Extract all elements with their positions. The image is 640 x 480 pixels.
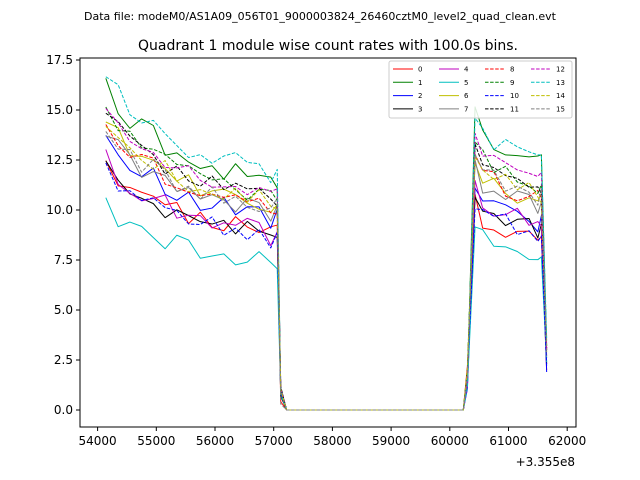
y-tick-label: 7.5 [54, 253, 73, 267]
legend-label-7: 7 [464, 105, 468, 113]
x-tick-label: 55000 [137, 434, 175, 448]
x-tick-label: 54000 [79, 434, 117, 448]
legend-label-8: 8 [510, 66, 514, 74]
y-tick-label: 0.0 [54, 403, 73, 417]
y-tick-label: 5.0 [54, 303, 73, 317]
series-line-8 [105, 124, 548, 411]
legend-label-11: 11 [510, 105, 519, 113]
legend-label-1: 1 [418, 79, 422, 87]
x-tick-label: 59000 [372, 434, 410, 448]
series-line-10 [105, 162, 548, 411]
legend-label-9: 9 [510, 79, 514, 87]
legend-label-12: 12 [556, 66, 565, 74]
legend-label-4: 4 [464, 66, 469, 74]
x-tick-label: 62000 [548, 434, 586, 448]
series-line-14 [105, 126, 548, 411]
series-line-4 [105, 149, 548, 411]
series-line-9 [105, 106, 548, 411]
plot-frame [79, 57, 577, 428]
series-line-1 [105, 78, 548, 411]
x-axis: 54000 55000 56000 57000 58000 59000 60000 61000… [79, 427, 586, 448]
series-line-12 [105, 108, 548, 411]
x-tick-label: 61000 [489, 434, 527, 448]
legend-label-0: 0 [418, 66, 422, 74]
series-line-2 [105, 135, 548, 411]
y-tick-label: 12.5 [46, 153, 73, 167]
series-line-15 [105, 131, 548, 411]
legend-label-14: 14 [556, 92, 565, 100]
x-tick-label: 57000 [255, 434, 293, 448]
x-tick-label: 56000 [196, 434, 234, 448]
x-tick-label: 60000 [431, 434, 469, 448]
file-suptitle: Data file: modeM0/AS1A09_056T01_90000038… [84, 10, 557, 23]
legend-label-6: 6 [464, 92, 469, 100]
legend-label-5: 5 [464, 79, 468, 87]
chart-title: Quadrant 1 module wise count rates with … [138, 38, 518, 54]
legend-label-3: 3 [418, 105, 422, 113]
series-line-3 [105, 160, 548, 411]
series-line-13 [105, 76, 548, 411]
y-axis: 0.0 2.5 5.0 7.5 10.0 12.5 15.0 17.5 [46, 53, 80, 417]
y-tick-label: 2.5 [54, 353, 73, 367]
y-tick-label: 10.0 [46, 203, 73, 217]
y-tick-label: 15.0 [46, 103, 73, 117]
series-line-7 [105, 135, 548, 411]
y-tick-label: 17.5 [46, 53, 73, 67]
legend-label-15: 15 [556, 105, 565, 113]
legend-label-10: 10 [510, 92, 519, 100]
legend-label-2: 2 [418, 92, 422, 100]
x-offset-text: +3.355e8 [516, 455, 575, 469]
series-line-11 [105, 112, 548, 411]
series-line-5 [105, 197, 548, 411]
legend-box [388, 60, 573, 119]
series-layer [105, 76, 548, 411]
legend-label-13: 13 [556, 79, 565, 87]
x-tick-label: 58000 [313, 434, 351, 448]
